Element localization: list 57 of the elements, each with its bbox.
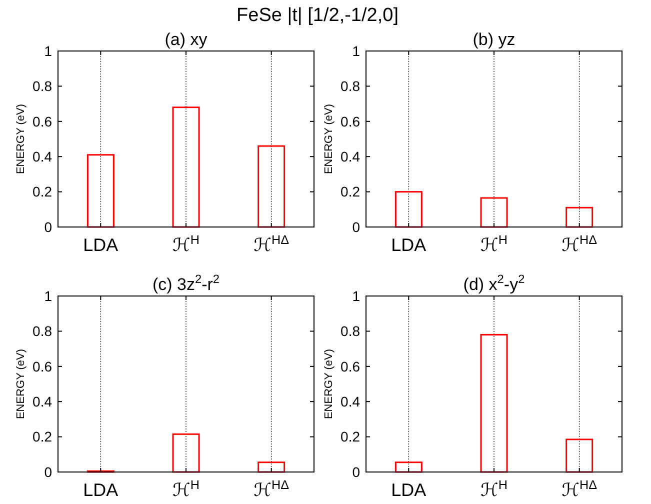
y-tick-label: 0.2 <box>32 184 52 200</box>
y-tick-label: 0.2 <box>32 428 52 445</box>
bar <box>480 197 508 228</box>
bar <box>566 438 594 473</box>
x-tick-label: LDA <box>391 235 426 255</box>
y-tick-label: 0.4 <box>32 394 52 410</box>
chart-title: (a) xy <box>164 30 208 49</box>
y-tick-label: 0.6 <box>32 358 52 374</box>
y-tick-label: 0.6 <box>340 358 360 374</box>
x-tick-label: ℋ$^{HΔ}$ <box>254 233 290 255</box>
bar <box>258 145 286 228</box>
y-tick-label: 0.4 <box>340 148 360 164</box>
x-tick-label: LDA <box>391 480 426 500</box>
y-axis-title: ENERGY (eV) <box>15 348 27 420</box>
bar <box>394 191 422 228</box>
y-tick-label: 0.4 <box>340 394 360 410</box>
x-tick-label: ℋ$^{H}$ <box>480 233 508 255</box>
y-tick-label: 0 <box>352 464 360 480</box>
x-tick-label: ℋ$^{HΔ}$ <box>562 478 598 500</box>
y-tick-label: 0.4 <box>32 148 52 164</box>
y-tick-label: 0 <box>352 218 360 235</box>
y-tick-label: 0.8 <box>340 78 360 94</box>
x-tick-label: LDA <box>83 235 118 255</box>
y-tick-label: 1 <box>352 42 360 59</box>
bar <box>86 470 114 473</box>
y-tick-label: 0 <box>44 218 52 235</box>
bar <box>566 206 594 228</box>
x-tick-label: ℋ$^{H}$ <box>172 478 200 500</box>
bar <box>172 433 200 473</box>
x-tick-label: ℋ$^{HΔ}$ <box>562 233 598 255</box>
y-tick-label: 0.8 <box>340 323 360 340</box>
text: FeSe |t| [1/2,-1/2,0] <box>236 5 398 26</box>
bar <box>172 106 200 228</box>
bar <box>258 462 286 473</box>
y-tick-label: 0.6 <box>340 113 360 130</box>
y-tick-label: 0.2 <box>340 184 360 200</box>
x-tick-label: LDA <box>83 480 118 500</box>
y-tick-label: 1 <box>352 288 360 304</box>
x-tick-label: ℋ$^{H}$ <box>172 233 200 255</box>
chart-title: (d) x$^{2}$-y$^{2}$ <box>463 272 526 294</box>
y-tick-label: 0.2 <box>340 428 360 445</box>
bar <box>86 154 114 228</box>
y-axis-title: ENERGY (eV) <box>323 348 335 420</box>
bar <box>394 462 422 473</box>
y-tick-label: 1 <box>44 42 52 59</box>
chart-title: (c) 3z$^{2}$-r$^{2}$ <box>152 272 220 294</box>
chart-title: (b) yz <box>472 30 516 49</box>
y-tick-label: 0.8 <box>32 323 52 340</box>
y-axis-title: ENERGY (eV) <box>323 104 335 174</box>
y-tick-label: 0 <box>44 464 52 480</box>
y-tick-label: 1 <box>44 288 52 304</box>
y-tick-label: 0.6 <box>32 113 52 130</box>
x-tick-label: ℋ$^{H}$ <box>480 478 508 500</box>
bar <box>480 334 508 473</box>
y-axis-title: ENERGY (eV) <box>15 104 27 174</box>
y-tick-label: 0.8 <box>32 78 52 94</box>
x-tick-label: ℋ$^{HΔ}$ <box>254 478 290 500</box>
